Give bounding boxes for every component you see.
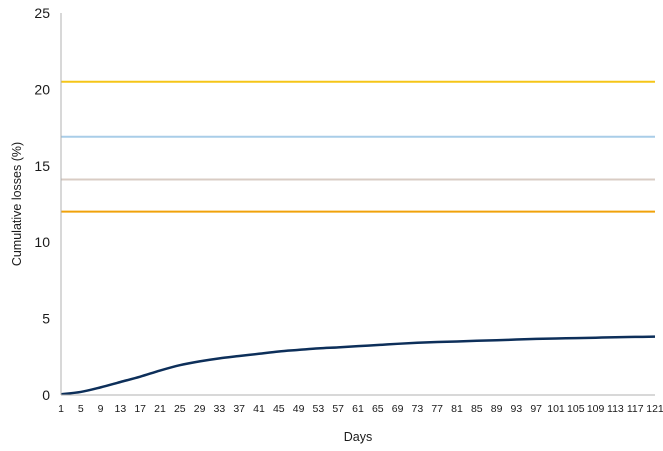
y-axis-label: Cumulative losses (%) (10, 142, 24, 266)
x-tick-label: 29 (194, 403, 206, 415)
x-tick-label: 17 (134, 403, 146, 415)
x-tick-label: 5 (78, 403, 84, 415)
y-tick-label: 10 (34, 234, 50, 250)
x-tick-label: 93 (511, 403, 523, 415)
x-tick-label: 33 (214, 403, 226, 415)
x-tick-label: 73 (412, 403, 424, 415)
x-tick-label: 85 (471, 403, 483, 415)
x-tick-label: 101 (547, 403, 565, 415)
y-tick-label: 25 (34, 5, 50, 21)
x-tick-label: 81 (451, 403, 463, 415)
x-tick-label: 77 (431, 403, 443, 415)
x-tick-label: 49 (293, 403, 305, 415)
x-tick-label: 37 (233, 403, 245, 415)
series-line-1 (60, 335, 656, 396)
reference-lines (61, 80, 655, 213)
y-tick-labels: 0 5 10 15 20 25 (34, 5, 50, 403)
x-tick-label: 89 (491, 403, 503, 415)
x-tick-label: 45 (273, 403, 285, 415)
x-tick-label: 61 (352, 403, 364, 415)
x-tick-label: 105 (567, 403, 585, 415)
x-tick-labels: 1 5 9 13 17 21 25 29 33 37 41 45 49 53 57 61 65 69 73 77 81 8… (58, 403, 663, 415)
x-tick-label: 109 (587, 403, 605, 415)
x-tick-label: 53 (313, 403, 325, 415)
series-group (60, 335, 656, 396)
y-tick-label: 0 (42, 387, 50, 403)
x-tick-label: 25 (174, 403, 186, 415)
x-tick-label: 57 (332, 403, 344, 415)
x-tick-label: 121 (646, 403, 663, 415)
x-tick-label: 1 (58, 403, 64, 415)
x-tick-label: 117 (627, 403, 644, 415)
y-tick-label: 5 (42, 311, 50, 327)
x-axis-label: Days (344, 430, 372, 444)
x-tick-label: 9 (98, 403, 104, 415)
x-tick-label: 13 (115, 403, 127, 415)
y-tick-label: 20 (34, 81, 50, 97)
y-tick-label: 15 (34, 158, 50, 174)
x-tick-label: 97 (530, 403, 542, 415)
x-tick-label: 41 (253, 403, 265, 415)
x-tick-label: 69 (392, 403, 404, 415)
x-tick-label: 65 (372, 403, 384, 415)
x-tick-label: 21 (154, 403, 166, 415)
x-tick-label: 113 (607, 403, 624, 415)
